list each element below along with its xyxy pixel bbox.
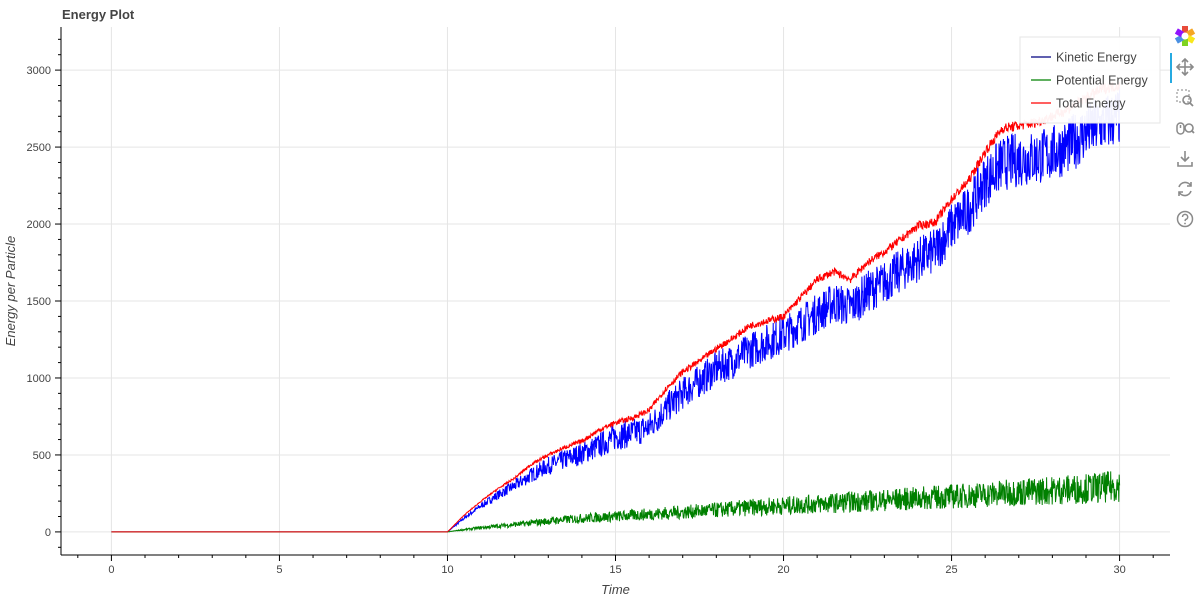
series-layer — [111, 81, 1121, 533]
pan-icon[interactable] — [1174, 56, 1198, 80]
wheel-zoom-icon[interactable] — [1174, 117, 1198, 141]
reset-icon[interactable] — [1174, 178, 1198, 202]
y-tick-label: 2500 — [27, 142, 51, 154]
y-tick-label: 500 — [33, 450, 51, 462]
x-tick-label: 0 — [108, 564, 114, 576]
plot-title: Energy Plot — [62, 7, 135, 22]
x-tick-label: 30 — [1113, 564, 1125, 576]
legend[interactable]: Kinetic Energy Potential Energy Total Ener… — [1019, 36, 1161, 124]
legend-label[interactable]: Potential Energy — [1056, 74, 1148, 88]
y-tick-label: 3000 — [27, 65, 51, 77]
x-tick-label: 20 — [777, 564, 789, 576]
y-tick-label: 2000 — [27, 219, 51, 231]
grid-layer — [61, 27, 1170, 555]
box-zoom-icon[interactable] — [1174, 87, 1198, 111]
bokeh-logo-icon[interactable] — [1174, 25, 1198, 49]
series-line-total-energy — [111, 81, 1121, 533]
x-tick-label: 5 — [276, 564, 282, 576]
axis-layer: 0 5 10 15 20 25 30 0 500 1000 1500 2000 2500 3000 Time… — [3, 27, 1170, 597]
toolbar — [1170, 24, 1200, 234]
x-axis-label: Time — [601, 582, 630, 597]
y-tick-label: 1000 — [27, 373, 51, 385]
x-tick-label: 25 — [945, 564, 957, 576]
legend-label[interactable]: Total Energy — [1056, 97, 1126, 111]
save-icon[interactable] — [1174, 148, 1198, 172]
x-tick-label: 10 — [441, 564, 453, 576]
legend-label[interactable]: Kinetic Energy — [1056, 51, 1137, 65]
y-tick-label: 0 — [45, 527, 51, 539]
x-tick-label: 15 — [609, 564, 621, 576]
help-icon[interactable] — [1174, 208, 1198, 232]
y-tick-label: 1500 — [27, 296, 51, 308]
y-axis-label: Energy per Particle — [3, 236, 18, 347]
active-tool-indicator — [1170, 53, 1172, 83]
